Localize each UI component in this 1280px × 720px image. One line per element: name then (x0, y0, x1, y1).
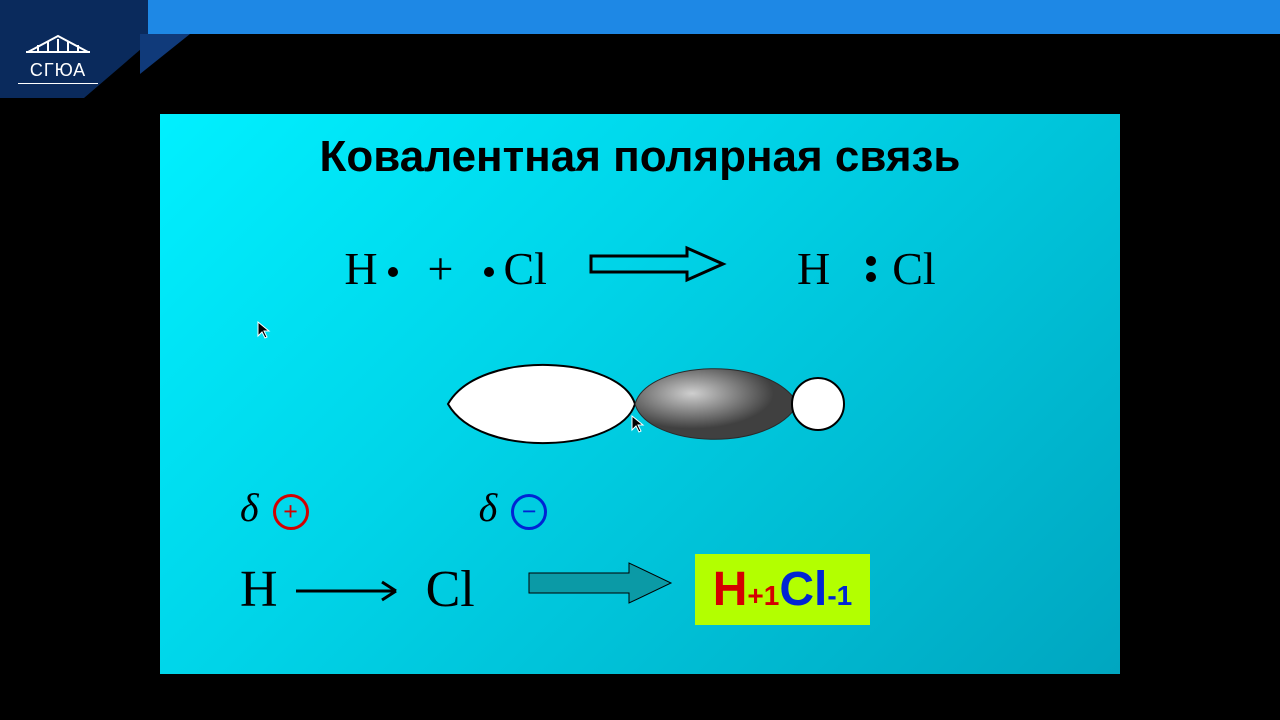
dipole-result-row: H Cl H +1 Cl -1 (160, 554, 1120, 625)
result-cl: Cl (779, 562, 827, 617)
atom-h-dipole: H (240, 560, 278, 619)
logo-flag-fold (140, 34, 190, 74)
delta-plus-label: δ + (240, 484, 309, 531)
partial-charges-row: δ + δ − (240, 484, 547, 531)
dipole-arrow-icon (292, 560, 412, 619)
result-h: H (713, 562, 748, 617)
implies-arrow-icon (525, 559, 675, 620)
presentation-slide: Ковалентная полярная связь H + Cl H Cl (160, 114, 1120, 674)
building-icon (18, 30, 98, 60)
atom-h-left: H (334, 242, 387, 295)
electron-pair-icon (866, 256, 876, 282)
electron-dot (388, 267, 398, 277)
orbital-overlap-diagram (420, 344, 860, 464)
atom-cl-product: Cl (882, 242, 945, 295)
cursor-icon (630, 414, 646, 439)
logo-text: СГЮА (18, 60, 98, 84)
plus-operator: + (418, 242, 464, 295)
result-cl-charge: -1 (827, 580, 852, 612)
hcl-dipole: H Cl (240, 560, 475, 619)
lewis-equation: H + Cl H Cl (160, 242, 1120, 295)
cursor-icon (256, 320, 272, 345)
slide-title: Ковалентная полярная связь (160, 114, 1120, 192)
reaction-arrow-icon (587, 242, 727, 295)
atom-h-product: H (787, 242, 840, 295)
electron-dot (484, 267, 494, 277)
minus-circle-icon: − (511, 494, 547, 530)
plus-circle-icon: + (273, 494, 309, 530)
delta-minus-label: δ − (479, 484, 548, 531)
logo-corner: СГЮА (0, 0, 228, 110)
result-h-charge: +1 (747, 580, 779, 612)
oxidation-state-result: H +1 Cl -1 (695, 554, 871, 625)
logo-content: СГЮА (18, 30, 98, 84)
atom-cl-left: Cl (494, 242, 557, 295)
atom-cl-dipole: Cl (426, 560, 475, 619)
